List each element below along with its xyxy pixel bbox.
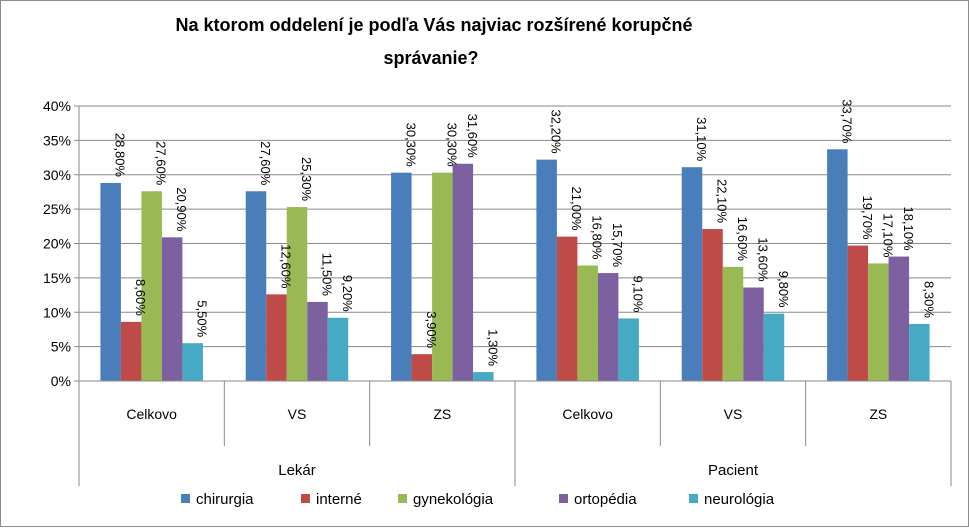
data-label: 28,80% bbox=[113, 133, 128, 178]
legend-label: gynekológia bbox=[413, 491, 494, 508]
bar-chirurgia bbox=[536, 159, 557, 381]
data-label: 25,30% bbox=[299, 157, 314, 202]
y-tick-label: 10% bbox=[43, 304, 71, 320]
bar-chirurgia bbox=[391, 172, 412, 381]
data-label: 27,60% bbox=[258, 141, 273, 186]
bar-gynekológia bbox=[577, 265, 598, 381]
data-label: 18,10% bbox=[901, 206, 916, 251]
x-group-label: Lekár bbox=[278, 462, 316, 479]
data-label: 8,30% bbox=[921, 281, 936, 318]
legend: chirurgia interné gynekológia ortopédia neur… bbox=[181, 491, 775, 508]
legend-label: neurológia bbox=[704, 491, 775, 508]
data-label: 32,20% bbox=[549, 110, 564, 155]
legend-swatch bbox=[301, 494, 310, 503]
bar-neurológia bbox=[473, 372, 494, 381]
bar-gynekológia bbox=[722, 266, 744, 381]
data-label: 30,30% bbox=[403, 123, 418, 168]
data-label: 33,70% bbox=[839, 99, 854, 144]
data-label: 21,00% bbox=[569, 187, 584, 232]
data-label: 30,30% bbox=[444, 123, 459, 168]
legend-label: chirurgia bbox=[196, 491, 254, 508]
bar-ortopédia bbox=[888, 256, 910, 381]
bar-interné bbox=[266, 294, 287, 381]
y-tick-label: 20% bbox=[43, 236, 71, 252]
legend-swatch bbox=[689, 494, 698, 503]
data-label: 5,50% bbox=[195, 300, 210, 337]
data-label: 12,60% bbox=[279, 244, 294, 289]
grid-lines bbox=[79, 105, 951, 348]
y-tick-label: 25% bbox=[43, 201, 71, 217]
data-label: 9,10% bbox=[631, 276, 646, 313]
bar-gynekológia bbox=[432, 172, 453, 381]
x-group-label: Pacient bbox=[708, 462, 759, 479]
data-label: 31,60% bbox=[465, 114, 480, 159]
bar-interné bbox=[556, 236, 578, 381]
data-label: 9,20% bbox=[340, 275, 355, 312]
bars bbox=[100, 149, 930, 381]
bar-ortopédia bbox=[452, 163, 474, 381]
bar-ortopédia bbox=[743, 287, 764, 381]
data-labels: 28,80% 8,60% 27,60% 20,90% 5,50% 27,60% 12,60%… bbox=[113, 99, 937, 366]
data-label: 9,80% bbox=[776, 271, 791, 308]
data-label: 31,10% bbox=[694, 117, 709, 162]
data-label: 17,10% bbox=[880, 213, 895, 258]
chart-title: Na ktorom oddelení je podľa Vás najviac … bbox=[175, 15, 692, 68]
x-category-label: VS bbox=[288, 406, 307, 422]
bar-neurológia bbox=[327, 317, 349, 381]
bar-ortopédia bbox=[161, 237, 183, 381]
legend-swatch bbox=[559, 494, 568, 503]
bar-interné bbox=[702, 229, 723, 381]
bar-neurológia bbox=[763, 313, 785, 381]
y-tick-label: 35% bbox=[43, 132, 71, 148]
y-tick-label: 5% bbox=[51, 339, 71, 355]
bar-ortopédia bbox=[307, 301, 328, 381]
data-label: 13,60% bbox=[756, 237, 771, 282]
x-axis: Celkovo VS ZS Celkovo VS ZS Lekár Pacient bbox=[78, 380, 952, 486]
x-category-label: ZS bbox=[433, 406, 451, 422]
legend-label: interné bbox=[316, 491, 362, 508]
chart-title-line: Na ktorom oddelení je podľa Vás najviac … bbox=[175, 15, 692, 35]
y-tick-label: 30% bbox=[43, 167, 71, 183]
bar-neurológia bbox=[618, 318, 639, 381]
data-label: 22,10% bbox=[715, 179, 730, 224]
bar-neurológia bbox=[182, 343, 203, 381]
x-category-label: ZS bbox=[869, 406, 887, 422]
bar-interné bbox=[411, 354, 433, 381]
y-axis: 0% 5% 10% 15% 20% 25% 30% 35% 40% bbox=[43, 98, 80, 389]
data-label: 3,90% bbox=[424, 311, 439, 348]
data-label: 16,80% bbox=[590, 215, 605, 260]
bar-chirurgia bbox=[100, 183, 121, 381]
y-tick-label: 0% bbox=[51, 373, 71, 389]
bar-neurológia bbox=[909, 323, 930, 381]
bar-chirurgia bbox=[245, 191, 267, 381]
data-label: 8,60% bbox=[133, 279, 148, 316]
x-category-label: VS bbox=[724, 406, 743, 422]
data-label: 11,50% bbox=[320, 253, 335, 297]
chart-title-line: správanie? bbox=[383, 48, 478, 68]
x-category-label: Celkovo bbox=[126, 406, 177, 422]
data-label: 16,60% bbox=[735, 217, 750, 262]
bar-gynekológia bbox=[868, 263, 889, 381]
legend-swatch bbox=[181, 494, 190, 503]
data-label: 20,90% bbox=[174, 187, 189, 232]
bar-interné bbox=[120, 321, 142, 381]
data-label: 15,70% bbox=[610, 223, 625, 268]
legend-swatch bbox=[398, 494, 407, 503]
bar-interné bbox=[847, 245, 869, 381]
y-tick-label: 15% bbox=[43, 270, 71, 286]
bar-gynekológia bbox=[141, 191, 162, 381]
data-label: 19,70% bbox=[860, 195, 875, 240]
bar-gynekológia bbox=[286, 207, 308, 381]
bar-ortopédia bbox=[597, 273, 619, 381]
data-label: 1,30% bbox=[485, 329, 500, 366]
data-label: 27,60% bbox=[154, 141, 169, 186]
x-category-label: Celkovo bbox=[562, 406, 613, 422]
y-tick-label: 40% bbox=[43, 98, 71, 114]
bar-chirurgia bbox=[681, 167, 703, 381]
bar-chirurgia bbox=[827, 149, 848, 381]
legend-label: ortopédia bbox=[574, 491, 637, 508]
